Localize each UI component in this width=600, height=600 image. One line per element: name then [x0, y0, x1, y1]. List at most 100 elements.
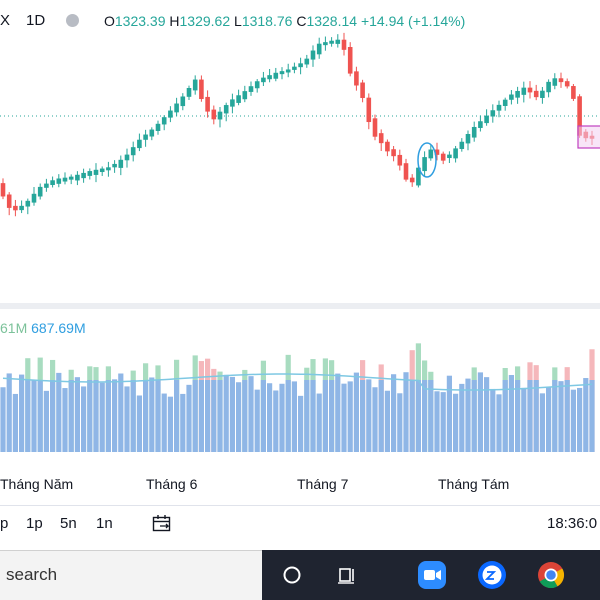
volume-bar	[112, 379, 118, 452]
volume-bar	[403, 372, 409, 452]
volume-bar	[335, 373, 341, 452]
volume-legend: 61M 687.69M	[0, 320, 86, 336]
range-button[interactable]: p	[0, 515, 9, 532]
candle-body	[341, 39, 347, 50]
candle-body	[391, 149, 396, 157]
candle-body	[298, 63, 303, 68]
zalo-app-icon[interactable]	[475, 558, 509, 592]
calendar-range-icon[interactable]	[152, 514, 174, 534]
volume-bar	[446, 375, 452, 452]
volume-bar	[459, 383, 465, 452]
volume-bar	[546, 387, 552, 452]
volume-bar	[477, 372, 483, 452]
chrome-app-icon[interactable]	[534, 558, 568, 592]
price-chart[interactable]	[0, 0, 600, 300]
range-button[interactable]: 1p	[26, 515, 43, 532]
candle-body	[99, 168, 105, 173]
volume-bar	[577, 387, 583, 452]
candle-body	[124, 154, 130, 161]
volume-bar	[353, 372, 359, 452]
candle-body	[564, 81, 570, 87]
volume-bar	[539, 393, 545, 452]
candle-body	[149, 129, 155, 137]
candle-body	[366, 97, 372, 123]
volume-bar	[74, 377, 80, 452]
candle-body	[242, 91, 248, 100]
open-label: O	[104, 13, 115, 29]
candle-body	[211, 109, 217, 120]
range-button[interactable]: 1n	[96, 515, 113, 532]
volume-chart[interactable]	[0, 310, 600, 452]
volume-bar	[391, 374, 397, 452]
clock-label: 18:36:0	[547, 515, 598, 532]
candle-body	[168, 110, 173, 118]
volume-bar	[453, 393, 459, 452]
volume-bar	[254, 389, 260, 452]
candle-body	[502, 99, 508, 107]
candle-body	[112, 163, 117, 168]
candle-body	[261, 77, 266, 83]
candle-body	[155, 123, 161, 131]
volume-bar	[347, 381, 353, 452]
drawing-rectangle[interactable]	[577, 125, 600, 149]
low-label: L	[234, 13, 242, 29]
candle-body	[335, 39, 341, 44]
range-button[interactable]: 5n	[60, 515, 77, 532]
candle-body	[68, 176, 74, 180]
candle-body	[44, 183, 49, 188]
drawing-ellipse[interactable]	[417, 142, 437, 178]
volume-bar-base	[130, 380, 136, 452]
candle-body	[552, 78, 558, 86]
volume-bar-base	[515, 380, 521, 452]
candle-body	[403, 163, 409, 180]
zoom-app-icon[interactable]	[415, 558, 449, 592]
candle-body	[360, 82, 365, 99]
candle-body	[484, 115, 489, 124]
symbol-label[interactable]: X	[0, 12, 11, 29]
volume-value-a: 61M	[0, 320, 28, 336]
candle-body	[199, 79, 204, 100]
candle-body	[273, 72, 279, 79]
candle-body	[316, 43, 322, 55]
candle-body	[37, 186, 43, 197]
candle-body	[378, 133, 384, 144]
candle-body	[180, 96, 186, 107]
volume-bar	[81, 386, 87, 452]
high-value: 1329.62	[179, 13, 231, 29]
volume-bar	[298, 395, 304, 452]
candle-body	[192, 79, 198, 91]
taskbar-search-box[interactable]: search	[0, 550, 262, 600]
candle-body	[354, 71, 359, 86]
volume-bar-base	[428, 380, 434, 452]
volume-bar-base	[198, 380, 204, 452]
candle-body	[50, 180, 55, 185]
volume-bar-base	[409, 380, 415, 452]
volume-bar	[62, 388, 68, 452]
volume-bar	[223, 374, 229, 452]
time-axis[interactable]: Tháng Năm Tháng 6 Tháng 7 Tháng Tám	[0, 470, 600, 500]
timeframe-label[interactable]: 1D	[26, 12, 46, 29]
candle-body	[87, 171, 93, 176]
volume-bar-base	[155, 380, 161, 452]
volume-bar-base	[143, 380, 149, 452]
change-value: +14.94 (+1.14%)	[360, 13, 466, 29]
candle-body	[372, 118, 378, 137]
volume-value-b: 687.69M	[31, 320, 86, 336]
volume-bar	[397, 393, 403, 452]
volume-bar	[43, 390, 49, 452]
candle-body	[75, 174, 80, 181]
cortana-circle-icon[interactable]	[275, 558, 309, 592]
candle-body	[62, 177, 68, 182]
volume-bar-base	[471, 380, 477, 452]
candle-body	[490, 110, 496, 117]
volume-bar-base	[422, 380, 428, 452]
volume-bar	[136, 395, 142, 452]
volume-bar	[149, 377, 155, 452]
candle-body	[577, 96, 582, 136]
task-view-icon[interactable]	[330, 558, 364, 592]
volume-bar	[316, 393, 322, 452]
volume-bar-base	[552, 380, 558, 452]
volume-bar	[273, 390, 279, 452]
pane-separator[interactable]	[0, 303, 600, 309]
volume-bar	[0, 387, 6, 452]
